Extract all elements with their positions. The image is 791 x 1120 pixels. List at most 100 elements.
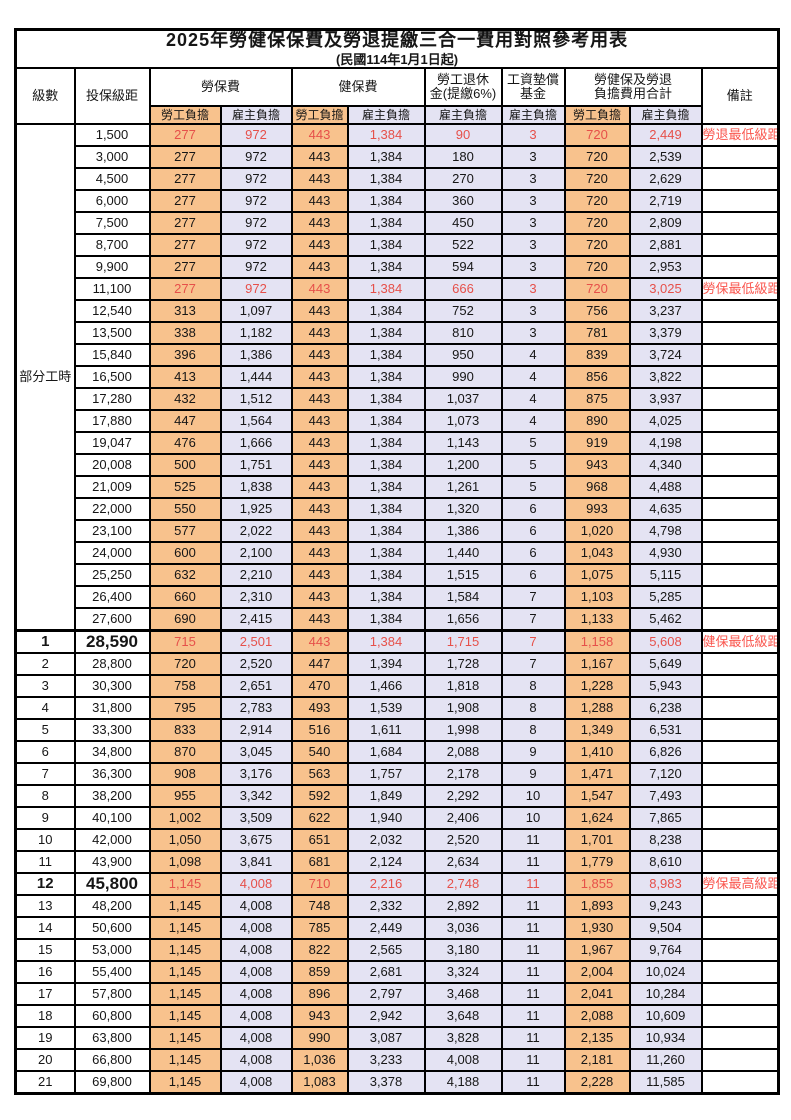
bracket-cell: 25,250 [73, 563, 151, 588]
note-cell [700, 497, 780, 522]
value-cell: 3,509 [219, 806, 293, 831]
value-cell: 1,410 [563, 740, 631, 765]
value-cell: 972 [219, 189, 293, 214]
value-cell: 1,384 [346, 255, 426, 280]
note-cell [700, 365, 780, 390]
value-cell: 550 [148, 497, 222, 522]
value-cell: 1,182 [219, 321, 293, 346]
bracket-cell: 38,200 [73, 784, 151, 809]
value-cell: 1,384 [346, 409, 426, 434]
value-cell: 447 [290, 652, 349, 677]
value-cell: 443 [290, 365, 349, 390]
value-cell: 4 [500, 387, 566, 412]
value-cell: 1,384 [346, 167, 426, 192]
value-cell: 277 [148, 277, 222, 302]
value-cell: 443 [290, 233, 349, 258]
value-cell: 1,261 [423, 475, 503, 500]
value-cell: 1,384 [346, 629, 426, 655]
value-cell: 2,332 [346, 894, 426, 919]
value-cell: 4,008 [219, 1004, 293, 1029]
value-cell: 396 [148, 343, 222, 368]
level-cell: 13 [14, 894, 76, 919]
value-cell: 908 [148, 762, 222, 787]
value-cell: 1,386 [219, 343, 293, 368]
table-row: 4 31,800 795 2,783 493 1,539 1,908 8 1,288 6,238 [14, 696, 780, 721]
value-cell: 476 [148, 431, 222, 456]
value-cell: 950 [423, 343, 503, 368]
value-cell: 4,635 [628, 497, 703, 522]
value-cell: 1,384 [346, 277, 426, 302]
bracket-cell: 11,100 [73, 277, 151, 302]
value-cell: 6 [500, 519, 566, 544]
table-row: 9 40,100 1,002 3,509 622 1,940 2,406 10 1,624 7,8… [14, 806, 780, 831]
value-cell: 2,032 [346, 828, 426, 853]
value-cell: 1,158 [563, 629, 631, 655]
note-cell [700, 806, 780, 831]
note-cell [700, 607, 780, 632]
value-cell: 522 [423, 233, 503, 258]
bracket-cell: 9,900 [73, 255, 151, 280]
value-cell: 1,440 [423, 541, 503, 566]
col-header-total: 勞健保及勞退 負擔費用合計 [563, 67, 703, 108]
bracket-cell: 69,800 [73, 1070, 151, 1095]
value-cell: 2,292 [423, 784, 503, 809]
bracket-cell: 1,500 [73, 123, 151, 148]
col-header-wage-fund-line1: 工資墊償 [506, 71, 559, 87]
value-cell: 10,934 [628, 1026, 703, 1051]
note-cell [700, 762, 780, 787]
value-cell: 10,609 [628, 1004, 703, 1029]
value-cell: 8,610 [628, 850, 703, 875]
table-row: 11,100 277 972 443 1,384 666 3 720 3,025 勞保最低級距 [16, 277, 780, 302]
bracket-cell: 16,500 [73, 365, 151, 390]
value-cell: 277 [148, 189, 222, 214]
page-subtitle: (民國114年1月1日起) [336, 51, 459, 67]
value-cell: 833 [148, 718, 222, 743]
level-cell: 11 [14, 850, 76, 875]
value-cell: 592 [290, 784, 349, 809]
value-cell: 720 [563, 255, 631, 280]
value-cell: 1,751 [219, 453, 293, 478]
bracket-cell: 55,400 [73, 960, 151, 985]
table-row: 7,500 277 972 443 1,384 450 3 720 2,809 [16, 211, 780, 236]
value-cell: 1,684 [346, 740, 426, 765]
value-cell: 972 [219, 233, 293, 258]
value-cell: 563 [290, 762, 349, 787]
value-cell: 681 [290, 850, 349, 875]
value-cell: 11 [500, 850, 566, 875]
value-cell: 2,634 [423, 850, 503, 875]
bracket-cell: 53,000 [73, 938, 151, 963]
value-cell: 2,797 [346, 982, 426, 1007]
note-cell [700, 167, 780, 192]
value-cell: 720 [563, 167, 631, 192]
value-cell: 3,675 [219, 828, 293, 853]
col-header-pension-line1: 勞工退休 [436, 71, 489, 87]
value-cell: 11,585 [628, 1070, 703, 1095]
level-cell: 10 [14, 828, 76, 853]
value-cell: 2,783 [219, 696, 293, 721]
bracket-cell: 26,400 [73, 585, 151, 610]
value-cell: 1,471 [563, 762, 631, 787]
value-cell: 1,384 [346, 519, 426, 544]
value-cell: 4,008 [219, 938, 293, 963]
value-cell: 1,075 [563, 563, 631, 588]
value-cell: 3 [500, 255, 566, 280]
value-cell: 4 [500, 409, 566, 434]
value-cell: 4,008 [219, 894, 293, 919]
table-row: 2 28,800 720 2,520 447 1,394 1,728 7 1,167 5,649 [14, 652, 780, 677]
value-cell: 11 [500, 982, 566, 1007]
value-cell: 1,384 [346, 321, 426, 346]
value-cell: 1,384 [346, 431, 426, 456]
note-cell [700, 299, 780, 324]
value-cell: 6,826 [628, 740, 703, 765]
value-cell: 1,384 [346, 585, 426, 610]
value-cell: 1,145 [148, 872, 222, 897]
value-cell: 795 [148, 696, 222, 721]
value-cell: 2,415 [219, 607, 293, 632]
value-cell: 7 [500, 585, 566, 610]
value-cell: 3,087 [346, 1026, 426, 1051]
value-cell: 8 [500, 674, 566, 699]
value-cell: 2,719 [628, 189, 703, 214]
table-row: 16 55,400 1,145 4,008 859 2,681 3,324 11 2,004 10… [14, 960, 780, 985]
value-cell: 1,666 [219, 431, 293, 456]
value-cell: 1,564 [219, 409, 293, 434]
